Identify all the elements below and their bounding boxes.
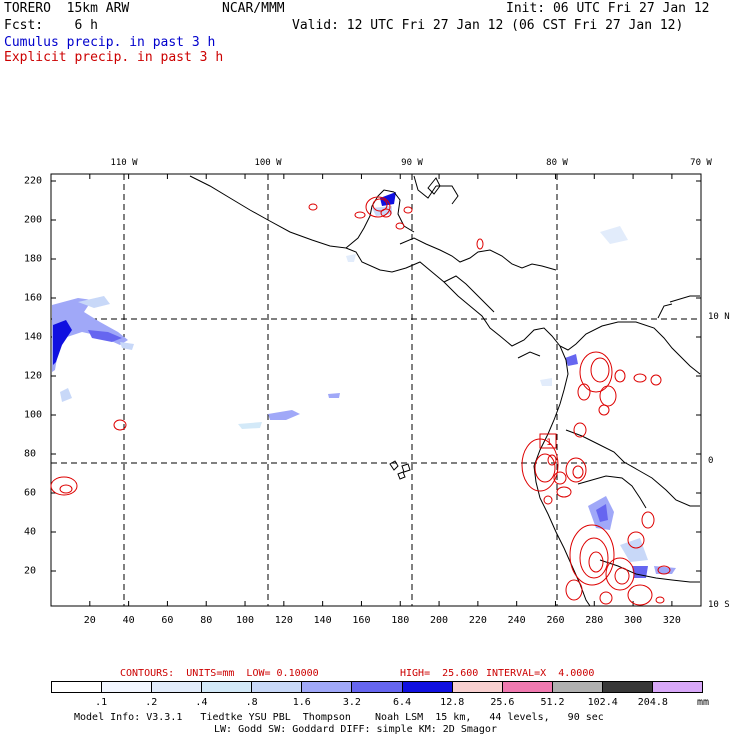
colorbar-label: .4 [195,697,208,708]
x-tick-label: 220 [468,615,487,626]
colorbar-swatch [552,682,603,692]
contour-high: HIGH= 25.600 [400,668,479,679]
y-tick-label: 200 [24,214,43,226]
lat-label: 10 S [708,600,730,610]
colorbar-swatch [252,682,303,692]
model-title: TORERO 15km ARW [4,1,130,16]
x-tick-label: 120 [274,615,293,626]
x-tick-label: 280 [585,615,604,626]
x-tick-label: 20 [83,615,96,626]
y-tick-label: 160 [24,292,43,304]
contour-units: CONTOURS: UNITS=mm LOW= 0.10000 [120,668,319,679]
lon-label: 80 W [546,158,568,168]
colorbar-swatch [402,682,453,692]
colorbar-swatch [652,682,703,692]
forecast-hour: Fcst: 6 h [4,18,98,33]
graticule [51,174,701,606]
x-tick-label: 180 [391,615,410,626]
model-info-line2: LW: Godd SW: Goddard DIFF: simple KM: 2D… [214,724,497,735]
lon-label: 100 W [254,158,282,168]
x-tick-label: 200 [430,615,449,626]
colorbar-swatch [452,682,503,692]
colorbar-label: .2 [145,697,158,708]
colorbar-label: 1.6 [292,697,311,708]
map-frame [50,173,702,607]
y-tick-label: 140 [24,331,43,343]
colorbar-label: 12.8 [440,697,465,708]
init-time: Init: 06 UTC Fri 27 Jan 12 [506,1,710,16]
colorbar-label: 102.4 [587,697,618,708]
field-cumulus-label: Cumulus precip. in past 3 h [4,35,216,50]
colorbar-swatch [152,682,203,692]
x-tick-label: 140 [313,615,332,626]
colorbar-label: .1 [95,697,108,708]
field-explicit-label: Explicit precip. in past 3 h [4,50,224,65]
y-tick-label: 220 [24,175,43,187]
y-tick-label: 180 [24,253,43,265]
y-tick-label: 40 [24,526,37,538]
colorbar-label: 3.2 [342,697,361,708]
x-tick-label: 300 [624,615,643,626]
x-tick-label: 240 [507,615,526,626]
colorbar-label: 51.2 [540,697,565,708]
lon-label: 90 W [401,158,423,168]
center-label: NCAR/MMM [222,1,285,16]
precip-colorbar [51,681,703,693]
x-tick-label: 40 [122,615,135,626]
y-tick-label: 100 [24,409,43,421]
x-tick-label: 100 [235,615,255,626]
frame-ticks [51,174,701,606]
model-info-line1: Model Info: V3.3.1 Tiedtke YSU PBL Thomp… [74,712,604,723]
lat-label: 10 N [708,312,730,322]
y-tick-label: 80 [24,448,37,460]
lat-label: 0 [708,456,714,466]
colorbar-swatch [202,682,253,692]
y-tick-label: 60 [24,487,37,499]
colorbar-unit: mm [697,697,710,708]
colorbar-label: .8 [245,697,258,708]
cumulus-precip-shading [52,192,676,578]
contour-box-label: 1 [546,438,551,448]
colorbar-label: 204.8 [637,697,668,708]
explicit-precip-contours [50,196,671,606]
lon-label: 70 W [690,158,712,168]
colorbar-swatch [352,682,403,692]
colorbar-label: 25.6 [490,697,515,708]
lon-label: 110 W [110,158,138,168]
y-tick-label: 20 [24,565,37,577]
colorbar-swatch [102,682,153,692]
colorbar-swatch [52,682,103,692]
colorbar-swatch [602,682,653,692]
x-tick-label: 60 [161,615,174,626]
contour-interval: INTERVAL=X 4.0000 [486,668,595,679]
x-tick-label: 260 [546,615,565,626]
valid-time: Valid: 12 UTC Fri 27 Jan 12 (06 CST Fri … [292,18,684,33]
colorbar-label: 6.4 [393,697,412,708]
x-tick-label: 320 [662,615,681,626]
y-tick-label: 120 [24,370,43,382]
x-tick-label: 80 [200,615,213,626]
x-tick-label: 160 [352,615,371,626]
colorbar-swatch [302,682,353,692]
colorbar-swatch [502,682,553,692]
